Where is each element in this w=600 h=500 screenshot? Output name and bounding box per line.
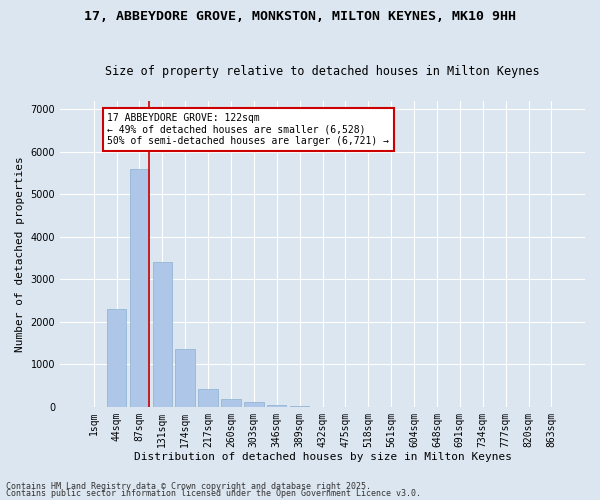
Bar <box>152 262 172 407</box>
Text: Contains public sector information licensed under the Open Government Licence v3: Contains public sector information licen… <box>6 489 421 498</box>
X-axis label: Distribution of detached houses by size in Milton Keynes: Distribution of detached houses by size … <box>134 452 512 462</box>
Bar <box>130 168 149 407</box>
Text: 17, ABBEYDORE GROVE, MONKSTON, MILTON KEYNES, MK10 9HH: 17, ABBEYDORE GROVE, MONKSTON, MILTON KE… <box>84 10 516 23</box>
Bar <box>221 398 241 407</box>
Bar <box>107 309 126 407</box>
Bar <box>267 405 286 407</box>
Bar <box>244 402 263 407</box>
Text: Contains HM Land Registry data © Crown copyright and database right 2025.: Contains HM Land Registry data © Crown c… <box>6 482 371 491</box>
Y-axis label: Number of detached properties: Number of detached properties <box>15 156 25 352</box>
Title: Size of property relative to detached houses in Milton Keynes: Size of property relative to detached ho… <box>105 66 540 78</box>
Bar <box>175 350 195 407</box>
Bar <box>199 388 218 407</box>
Text: 17 ABBEYDORE GROVE: 122sqm
← 49% of detached houses are smaller (6,528)
50% of s: 17 ABBEYDORE GROVE: 122sqm ← 49% of deta… <box>107 114 389 146</box>
